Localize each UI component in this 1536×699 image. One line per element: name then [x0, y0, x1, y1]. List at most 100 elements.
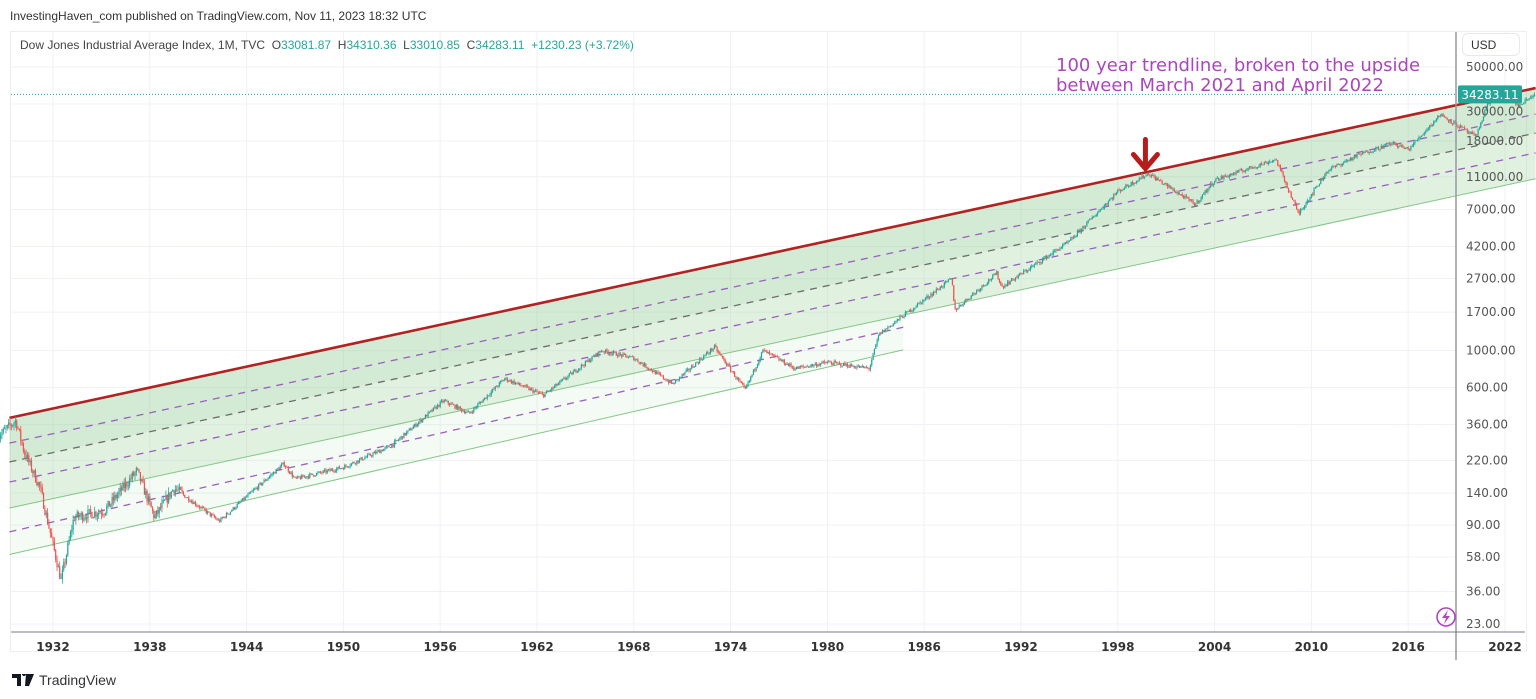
tradingview-logo-icon: [12, 674, 34, 686]
candle: [1476, 134, 1478, 136]
candle: [965, 298, 967, 302]
candle: [73, 520, 76, 521]
candle: [826, 361, 828, 363]
candle: [275, 468, 277, 474]
candle: [212, 514, 214, 516]
candle: [715, 345, 717, 348]
candle: [479, 402, 482, 403]
candle: [529, 388, 531, 390]
candle: [716, 347, 718, 352]
candle: [798, 366, 800, 369]
candle: [1238, 170, 1240, 173]
candle: [603, 351, 605, 353]
candle: [1029, 267, 1031, 270]
candle: [37, 482, 39, 486]
candle: [604, 349, 607, 353]
candle: [855, 367, 857, 369]
candle: [774, 354, 776, 357]
candle: [458, 406, 460, 410]
candle: [497, 386, 499, 388]
time-tick-label: 1992: [1004, 640, 1037, 654]
candle: [231, 510, 233, 512]
candle: [872, 353, 874, 360]
time-tick-label: 1974: [714, 640, 747, 654]
candle: [1138, 178, 1140, 181]
price-tick-label: 4200.00: [1466, 240, 1516, 254]
candle: [1211, 183, 1213, 186]
channel-line: [9, 113, 1536, 444]
candle: [504, 378, 506, 381]
candle: [677, 379, 679, 380]
candle: [736, 377, 738, 379]
candle: [825, 362, 827, 364]
candle: [1449, 119, 1451, 122]
candle: [1193, 203, 1196, 206]
candle: [596, 352, 599, 356]
candle: [306, 476, 308, 478]
candle: [618, 353, 620, 357]
candle: [336, 468, 338, 472]
candle: [908, 309, 910, 312]
candle: [1430, 125, 1432, 126]
tradingview-logo[interactable]: TradingView: [12, 672, 116, 688]
candle: [438, 404, 440, 407]
candle: [159, 507, 162, 509]
candle: [595, 352, 597, 357]
currency-button[interactable]: USD: [1462, 33, 1520, 56]
candle: [962, 304, 964, 306]
candle: [1152, 175, 1154, 177]
candle: [1184, 195, 1186, 199]
candle: [439, 401, 441, 407]
candle: [1195, 203, 1197, 206]
candle: [731, 371, 733, 373]
candle: [1339, 164, 1341, 165]
candle: [1403, 147, 1405, 150]
candle: [942, 286, 944, 288]
candle: [946, 281, 948, 282]
candle: [247, 494, 249, 497]
candle: [902, 316, 904, 318]
candle: [850, 364, 853, 367]
candle: [768, 351, 771, 354]
candle: [1445, 117, 1447, 119]
candle: [161, 502, 163, 509]
candle: [201, 507, 203, 508]
candle: [875, 344, 877, 349]
upper-channel-fill: [9, 88, 1536, 462]
candle: [836, 362, 838, 363]
candle: [258, 483, 260, 490]
lower-channel-fill: [9, 315, 904, 555]
candle: [0, 436, 2, 439]
candle: [1087, 220, 1089, 223]
candle: [1131, 182, 1134, 185]
candle: [301, 475, 303, 480]
candle: [1060, 247, 1062, 249]
candle: [931, 294, 933, 296]
candle: [286, 467, 288, 468]
candle: [1286, 182, 1288, 188]
candle: [869, 365, 872, 370]
candle: [1148, 173, 1150, 176]
candle: [1287, 187, 1290, 192]
candle: [63, 562, 65, 570]
candle: [955, 309, 958, 311]
candle: [638, 361, 640, 364]
candle: [1110, 198, 1112, 200]
candle: [653, 370, 655, 372]
candle: [463, 410, 465, 414]
candle: [777, 356, 779, 358]
candle: [88, 509, 90, 510]
candle: [1191, 199, 1193, 201]
candle: [1326, 171, 1329, 173]
candle: [1215, 178, 1217, 182]
candle: [1201, 194, 1204, 198]
candle: [1062, 244, 1064, 248]
candle: [584, 360, 586, 366]
candle: [1083, 226, 1085, 228]
candle: [446, 400, 448, 402]
candle: [1023, 270, 1025, 275]
candle: [576, 371, 578, 373]
candle: [756, 364, 759, 368]
candle: [545, 391, 548, 394]
